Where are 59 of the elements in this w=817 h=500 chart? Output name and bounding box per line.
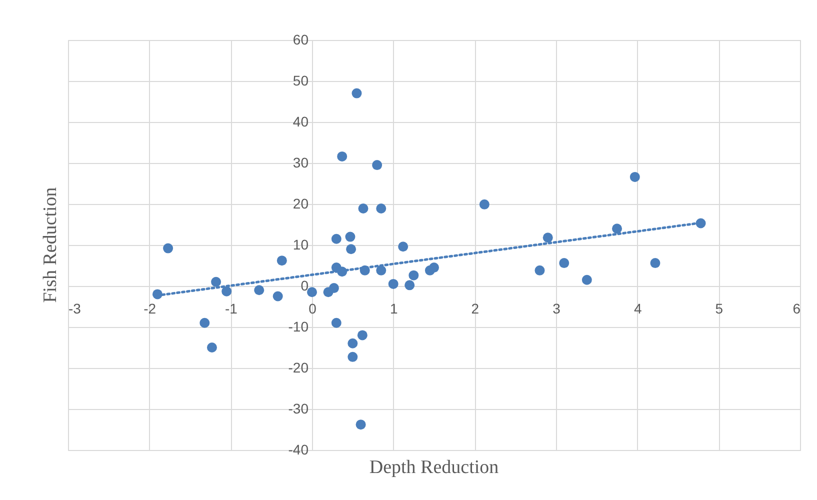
point bbox=[372, 160, 382, 170]
y-tick-label: 20 bbox=[292, 196, 309, 212]
y-tick-label: 30 bbox=[292, 154, 309, 170]
y-tick-label: 10 bbox=[292, 236, 309, 252]
y-tick-label: -40 bbox=[288, 442, 309, 458]
point bbox=[206, 342, 217, 352]
point bbox=[272, 291, 283, 302]
point bbox=[276, 256, 287, 266]
point bbox=[404, 280, 415, 290]
point bbox=[163, 243, 174, 254]
point bbox=[331, 234, 342, 244]
point bbox=[376, 204, 386, 214]
point bbox=[534, 265, 545, 276]
point bbox=[331, 318, 342, 328]
y-tick-label: -10 bbox=[288, 318, 309, 334]
point bbox=[328, 283, 339, 294]
point bbox=[398, 242, 408, 252]
point bbox=[358, 204, 368, 214]
point bbox=[357, 330, 368, 340]
point bbox=[345, 232, 356, 242]
point bbox=[376, 265, 386, 276]
point bbox=[200, 318, 210, 328]
y-tick-label: 0 bbox=[300, 278, 309, 294]
x-tick-label: 5 bbox=[715, 300, 724, 316]
y-axis-title: Fish Reduction bbox=[40, 186, 61, 303]
point bbox=[612, 224, 622, 234]
point bbox=[630, 172, 640, 182]
x-tick-label: 3 bbox=[552, 300, 561, 316]
x-tick-label: 6 bbox=[792, 300, 801, 316]
point bbox=[348, 338, 358, 348]
point bbox=[352, 88, 362, 98]
point bbox=[356, 420, 366, 430]
point bbox=[479, 199, 490, 210]
point bbox=[307, 287, 317, 298]
y-tick-label: 50 bbox=[292, 72, 309, 88]
point bbox=[348, 352, 358, 362]
y-tick-label: -20 bbox=[288, 360, 309, 376]
point bbox=[650, 258, 660, 268]
point bbox=[346, 244, 356, 254]
x-tick-label: 1 bbox=[390, 300, 398, 316]
x-tick-label: 2 bbox=[471, 300, 480, 316]
point bbox=[542, 232, 553, 243]
point bbox=[388, 278, 398, 289]
point bbox=[559, 258, 570, 268]
point bbox=[254, 285, 264, 296]
point bbox=[582, 274, 592, 285]
x-tick-label: -2 bbox=[144, 300, 156, 316]
x-axis-title: Depth Reduction bbox=[369, 457, 500, 478]
point bbox=[337, 151, 348, 162]
y-tick-label: -30 bbox=[288, 400, 309, 416]
x-tick-label: -3 bbox=[68, 300, 82, 316]
point bbox=[222, 286, 232, 296]
x-tick-label: 4 bbox=[634, 300, 642, 316]
y-tick-label: 40 bbox=[292, 114, 309, 130]
y-tick-label: 60 bbox=[292, 32, 309, 48]
point bbox=[408, 270, 419, 280]
point bbox=[429, 262, 439, 273]
point bbox=[211, 276, 222, 287]
x-tick-label: -1 bbox=[224, 300, 238, 316]
